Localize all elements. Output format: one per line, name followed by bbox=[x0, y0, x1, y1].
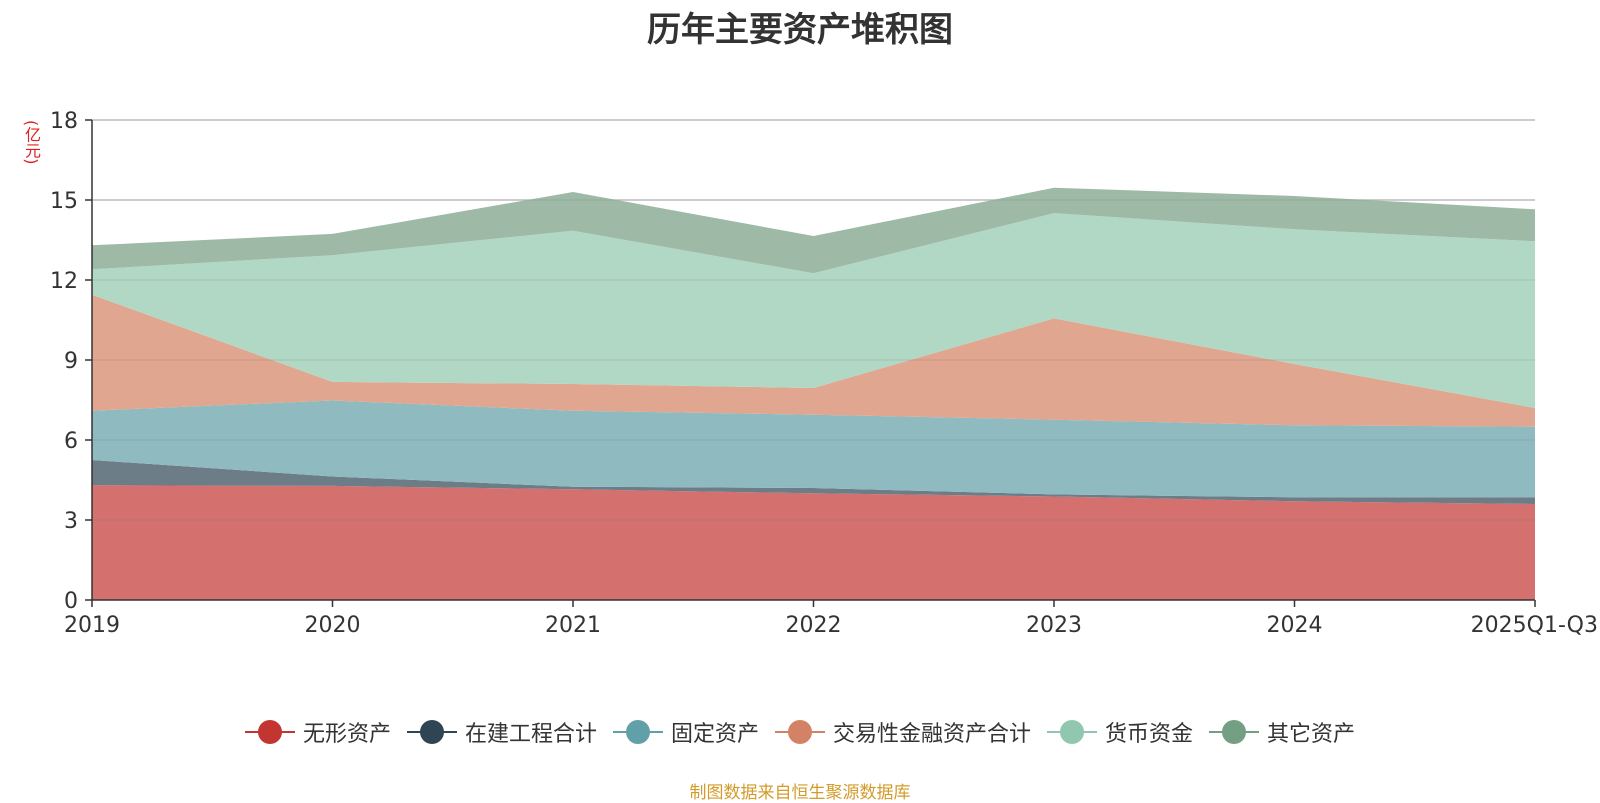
legend-item[interactable]: 货币资金 bbox=[1047, 716, 1193, 748]
source-note: 制图数据来自恒生聚源数据库 bbox=[689, 783, 911, 803]
y-tick-label: 9 bbox=[64, 349, 78, 374]
legend-item[interactable]: 无形资产 bbox=[244, 716, 391, 748]
area-5 bbox=[92, 187, 1535, 274]
legend-label: 其它资产 bbox=[1267, 722, 1356, 747]
legend-item[interactable]: 固定资产 bbox=[612, 716, 759, 748]
y-tick-label: 12 bbox=[50, 269, 78, 294]
y-tick-label: 0 bbox=[64, 589, 78, 614]
legend: 无形资产 在建工程合计 固定资产 交易性金融资产合计 货币资金 其它资产 bbox=[0, 716, 1600, 748]
legend-marker-icon bbox=[406, 720, 457, 744]
legend-marker-icon bbox=[775, 720, 825, 744]
area-3 bbox=[92, 294, 1535, 427]
legend-item[interactable]: 其它资产 bbox=[1209, 716, 1355, 748]
area-1 bbox=[92, 460, 1535, 504]
y-tick-label: 3 bbox=[64, 509, 78, 534]
area-4 bbox=[92, 213, 1535, 408]
x-tick-label: 2021 bbox=[545, 613, 601, 638]
x-tick-label: 2019 bbox=[64, 613, 120, 638]
x-tick-label: 2023 bbox=[1026, 613, 1082, 638]
legend-label: 无形资产 bbox=[302, 722, 391, 747]
legend-marker-icon bbox=[244, 720, 295, 744]
legend-label: 交易性金融资产合计 bbox=[833, 722, 1032, 747]
legend-item[interactable]: 交易性金融资产合计 bbox=[775, 716, 1031, 748]
legend-label: 固定资产 bbox=[670, 722, 759, 747]
chart-title: 历年主要资产堆积图 bbox=[647, 10, 953, 50]
legend-label: 在建工程合计 bbox=[464, 722, 597, 747]
x-tick-label: 2020 bbox=[305, 613, 361, 638]
y-tick-label: 15 bbox=[50, 189, 78, 214]
x-tick-label: 2022 bbox=[786, 613, 842, 638]
area-0 bbox=[92, 485, 1535, 600]
area-series bbox=[92, 119, 1535, 600]
legend-marker-icon bbox=[1047, 720, 1098, 744]
x-tick-label: 2025Q1-Q3 bbox=[1471, 613, 1598, 638]
legend-item[interactable]: 在建工程合计 bbox=[406, 716, 597, 748]
y-axis-unit: (亿元) bbox=[22, 120, 41, 165]
y-tick-label: 18 bbox=[50, 109, 78, 134]
area-2 bbox=[92, 400, 1535, 498]
x-tick-label: 2024 bbox=[1267, 613, 1323, 638]
legend-label: 货币资金 bbox=[1105, 722, 1194, 747]
legend-marker-icon bbox=[612, 720, 663, 744]
y-tick-label: 6 bbox=[64, 429, 78, 454]
axes: 0 3 6 9 12 15 18 2019 2020 2021 2022 2023 2024 2025Q1… bbox=[50, 109, 1598, 638]
legend-marker-icon bbox=[1209, 720, 1260, 744]
